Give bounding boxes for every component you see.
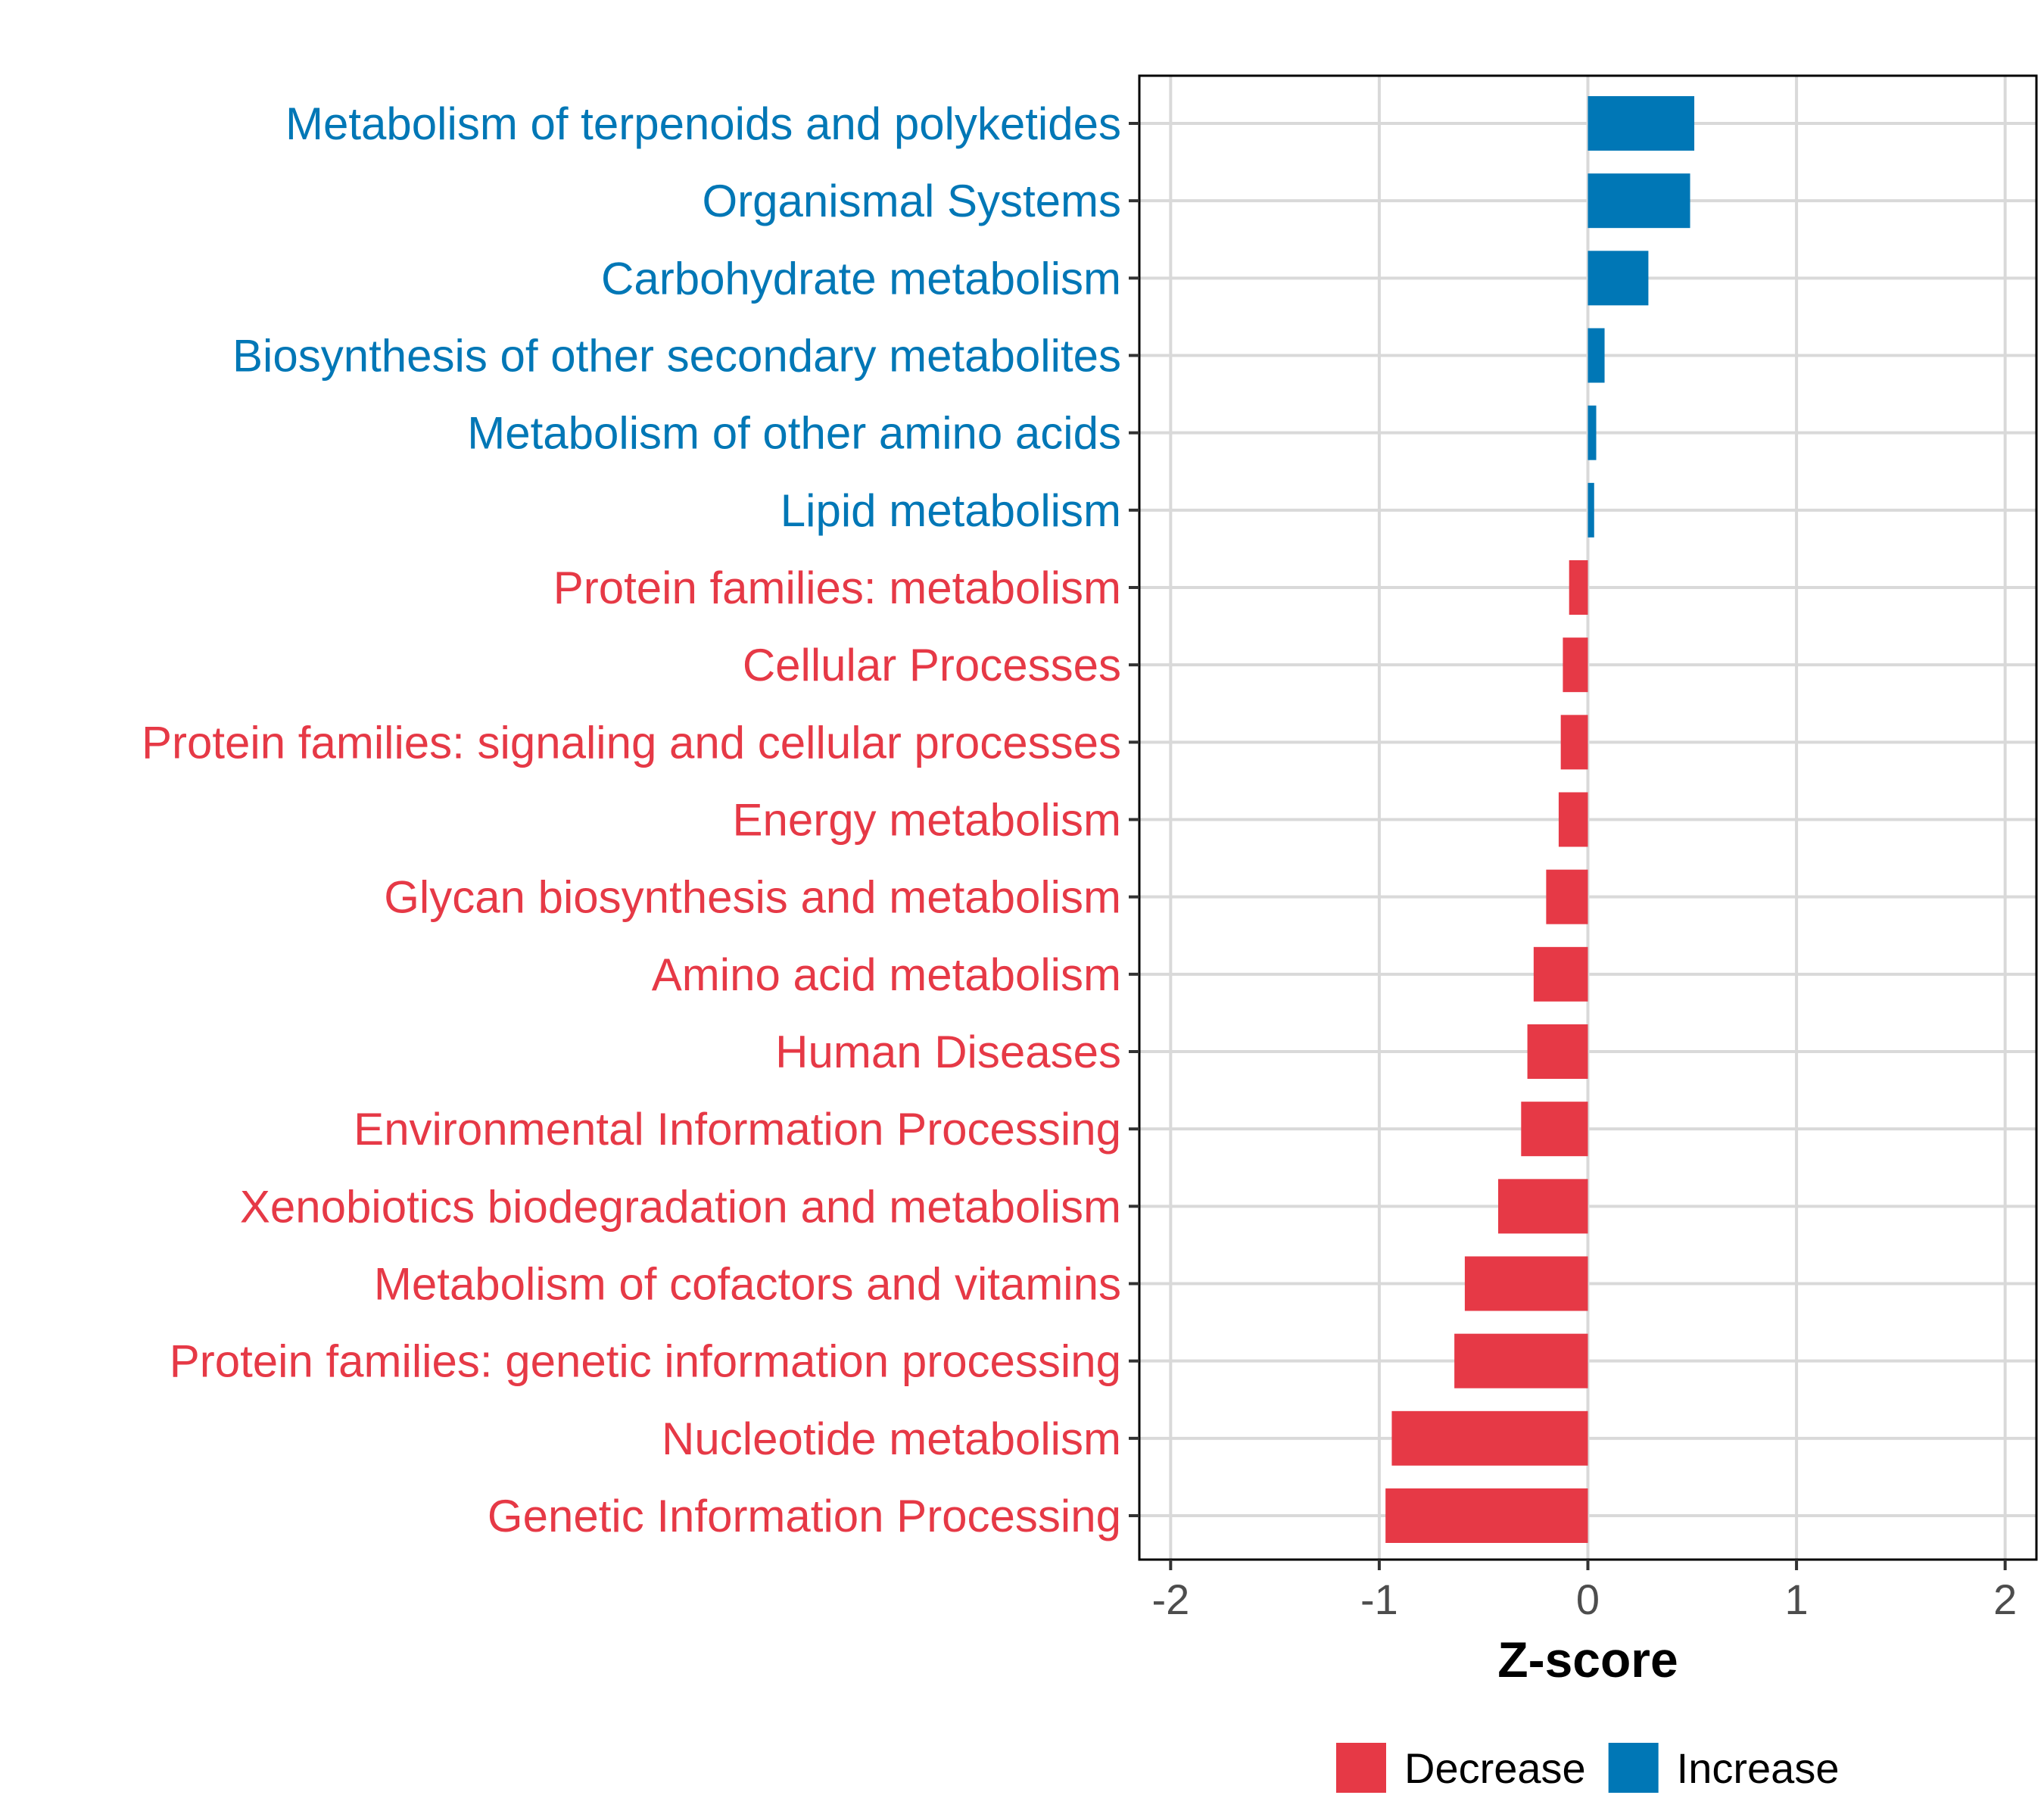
category-label: Biosynthesis of other secondary metaboli… <box>232 331 1121 382</box>
bar <box>1588 405 1597 460</box>
bar <box>1588 328 1605 383</box>
category-label: Metabolism of terpenoids and polyketides <box>285 98 1121 149</box>
category-label: Glycan biosynthesis and metabolism <box>384 872 1121 923</box>
category-label: Organismal Systems <box>703 176 1121 226</box>
category-label: Metabolism of cofactors and vitamins <box>374 1259 1121 1310</box>
legend-label: Increase <box>1677 1744 1840 1792</box>
bar <box>1569 560 1588 615</box>
bar <box>1563 637 1588 693</box>
bar <box>1533 946 1588 1002</box>
x-axis-title: Z-score <box>1497 1632 1678 1688</box>
bar <box>1527 1024 1588 1079</box>
bar <box>1454 1333 1588 1388</box>
legend-swatch <box>1336 1743 1386 1793</box>
category-label: Energy metabolism <box>732 795 1121 846</box>
category-label: Nucleotide metabolism <box>662 1413 1121 1464</box>
bar <box>1588 482 1594 538</box>
category-label: Protein families: signaling and cellular… <box>142 717 1121 768</box>
bar <box>1560 715 1588 770</box>
category-label: Carbohydrate metabolism <box>601 253 1121 304</box>
category-label: Amino acid metabolism <box>652 949 1121 1000</box>
legend: Decrease Increase <box>1336 1743 1839 1793</box>
category-label: Environmental Information Processing <box>354 1104 1121 1155</box>
category-label: Protein families: metabolism <box>553 563 1121 613</box>
bar <box>1464 1256 1588 1311</box>
category-label: Metabolism of other amino acids <box>467 408 1121 459</box>
bar <box>1521 1102 1588 1157</box>
x-tick-label: 1 <box>1785 1575 1809 1623</box>
bar <box>1391 1410 1588 1466</box>
legend-swatch <box>1608 1743 1659 1793</box>
legend-label: Decrease <box>1404 1744 1586 1792</box>
x-tick-label: 0 <box>1576 1575 1600 1623</box>
category-label: Protein families: genetic information pr… <box>170 1336 1121 1387</box>
bar <box>1498 1179 1588 1234</box>
bar <box>1588 96 1695 151</box>
y-axis-ticks <box>1129 122 1139 1517</box>
category-label: Genetic Information Processing <box>488 1491 1121 1541</box>
bar <box>1558 792 1588 847</box>
x-tick-label: 2 <box>1993 1575 2017 1623</box>
category-label: Cellular Processes <box>743 640 1121 690</box>
bar <box>1385 1488 1588 1543</box>
x-tick-label: -2 <box>1151 1575 1189 1623</box>
category-label: Human Diseases <box>775 1027 1121 1077</box>
bar <box>1588 251 1649 306</box>
bar <box>1546 869 1588 924</box>
bars <box>1385 96 1695 1543</box>
category-label: Xenobiotics biodegradation and metabolis… <box>240 1181 1121 1232</box>
x-axis-ticks: -2 -1 0 1 2 <box>1151 1560 2017 1623</box>
category-label: Lipid metabolism <box>781 485 1121 536</box>
category-labels: Metabolism of terpenoids and polyketides… <box>142 98 1121 1541</box>
x-tick-label: -1 <box>1360 1575 1398 1623</box>
bar <box>1588 173 1690 229</box>
